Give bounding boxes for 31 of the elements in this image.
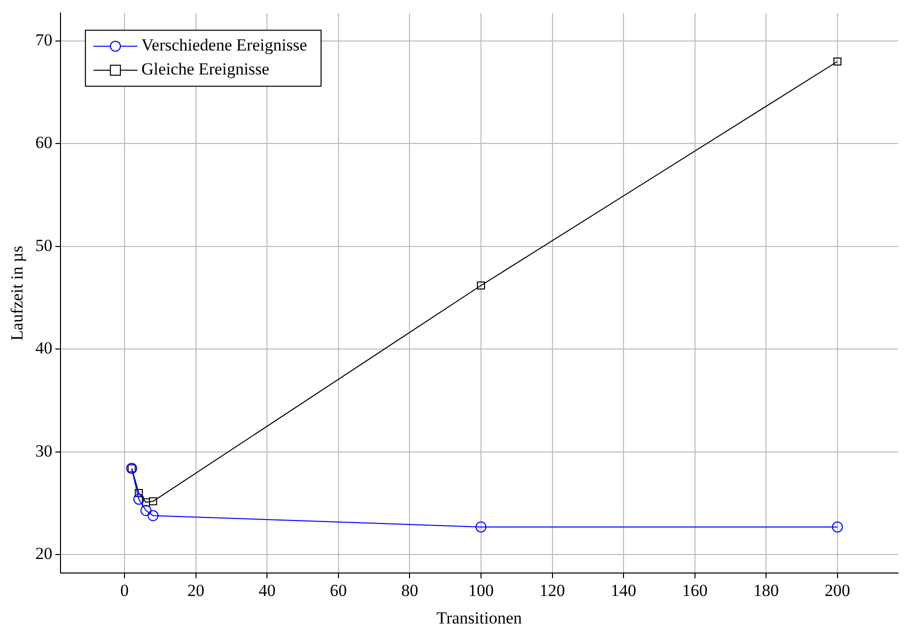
x-tick-label: 100 <box>468 580 494 600</box>
y-axis-title: Laufzeit in µs <box>8 246 27 341</box>
point <box>832 521 843 532</box>
y-tick-label: 50 <box>35 236 52 255</box>
y-tick-label: 20 <box>35 544 52 564</box>
x-axis-title: Transitionen <box>436 608 522 628</box>
y-tick-label: 70 <box>35 30 52 50</box>
x-tick-label: 20 <box>187 580 204 600</box>
point <box>148 510 159 522</box>
y-tick-label: 30 <box>35 441 52 460</box>
y-tick-label: 40 <box>35 338 52 358</box>
x-tick-label: 160 <box>682 580 708 600</box>
point <box>833 57 842 66</box>
point <box>133 494 144 505</box>
point <box>475 521 486 532</box>
x-tick-label: 180 <box>753 580 779 600</box>
x-tick-label: 200 <box>824 580 850 600</box>
legend-label: Verschiedene Ereignisse <box>141 36 308 55</box>
x-tick-label: 40 <box>258 580 276 600</box>
point <box>140 505 152 516</box>
point <box>142 498 150 506</box>
x-tick-label: 80 <box>401 580 418 600</box>
legend-label: Gleiche Ereignisse <box>141 60 270 79</box>
x-tick-label: 140 <box>610 580 636 600</box>
point <box>134 489 143 498</box>
point <box>149 497 158 506</box>
x-tick-label: 120 <box>540 580 566 600</box>
point <box>476 281 486 290</box>
y-tick-label: 60 <box>35 133 52 152</box>
x-tick-label: 0 <box>120 580 129 600</box>
x-tick-label: 60 <box>330 580 347 600</box>
